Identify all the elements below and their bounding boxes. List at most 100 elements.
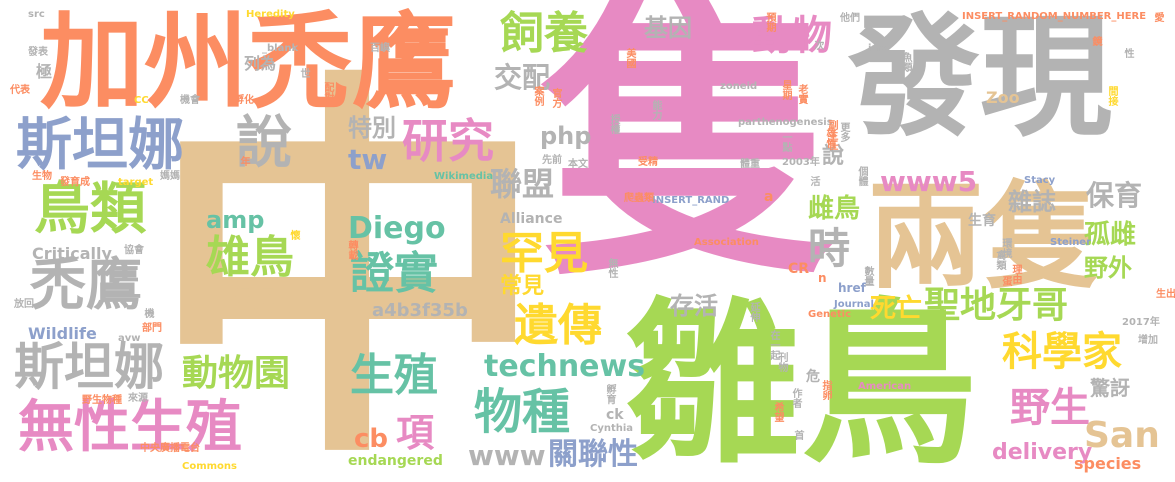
cloud-word: 野生物種: [82, 395, 122, 406]
cloud-word: 無性: [606, 258, 617, 278]
cloud-word: 生出: [1156, 289, 1175, 300]
cloud-word: 野生: [1010, 385, 1090, 431]
cloud-word: 遺傳: [514, 300, 602, 351]
cloud-word: www5: [880, 165, 978, 198]
cloud-word: 更多: [838, 122, 849, 142]
cloud-word: 雌鳥: [808, 194, 861, 224]
cloud-word: 雜誌: [1008, 188, 1056, 216]
cloud-word: technews: [484, 349, 646, 384]
cloud-word: 極: [36, 62, 53, 81]
cloud-word: 百嶼: [370, 43, 390, 54]
cloud-word: 能力: [650, 100, 661, 120]
cloud-word: 他們: [840, 13, 860, 24]
cloud-word: 機: [142, 308, 153, 318]
cloud-word: Stacy: [1024, 175, 1056, 186]
cloud-word: 說: [822, 144, 845, 169]
cloud-word: American: [858, 381, 912, 392]
cloud-word: target: [118, 177, 154, 188]
cloud-word: 環境: [1000, 238, 1011, 258]
cloud-word: 時: [808, 224, 851, 273]
cloud-word: 代表: [10, 85, 30, 96]
cloud-word: 增加: [1138, 335, 1158, 346]
cloud-word: 危: [806, 369, 820, 385]
cloud-word: 媽媽: [160, 171, 180, 182]
cloud-word: INSERT_RANDOM_NUMBER_HERE: [962, 11, 1147, 22]
cloud-word: 動物: [752, 13, 832, 59]
cloud-word: 死亡: [870, 294, 923, 324]
cloud-word: 聖地牙哥: [924, 285, 1069, 326]
cloud-word: CC: [134, 95, 149, 106]
cloud-word: 列為: [244, 54, 277, 73]
cloud-word: 雄鳥: [206, 232, 294, 283]
cloud-word: 在一起: [768, 330, 779, 360]
cloud-word: 聯盟: [490, 165, 555, 203]
cloud-word: 來源: [128, 393, 148, 404]
cloud-word: 孵化: [234, 95, 254, 106]
cloud-word: 隻: [540, 0, 840, 316]
cloud-word: 發表: [28, 47, 48, 58]
cloud-word: Alliance: [500, 211, 563, 227]
cloud-word: 魚類: [900, 52, 911, 72]
cloud-word: 說: [236, 111, 292, 176]
cloud-word: _blank: [262, 43, 299, 54]
cloud-word: 生殖: [350, 350, 438, 401]
cloud-word: 個體: [856, 166, 867, 186]
cloud-word: 孤雌: [1084, 220, 1137, 250]
cloud-word: Journal: [834, 299, 874, 310]
cloud-word: species: [1074, 454, 1142, 473]
cloud-word: 理由: [1010, 264, 1021, 284]
cloud-word: 指卵: [820, 380, 831, 400]
cloud-word: 科學家: [1002, 329, 1122, 375]
cloud-word: 放回: [14, 299, 34, 310]
cloud-word: 首: [792, 430, 803, 440]
cloud-word: Genetic: [808, 309, 852, 320]
cloud-word: 常見: [500, 274, 545, 299]
cloud-word: 雛鳥: [625, 283, 978, 482]
cloud-word: 研究: [402, 114, 494, 168]
cloud-word: 世: [298, 68, 309, 78]
cloud-word: 一點: [780, 132, 791, 152]
cloud-word: 年: [238, 156, 249, 166]
cloud-word: 轉載: [346, 240, 357, 260]
cloud-word: 雄性: [824, 128, 835, 148]
cloud-word: 禿鷹: [30, 253, 142, 318]
cloud-word: zoneid: [720, 81, 758, 92]
cloud-word: 副主任: [826, 120, 837, 150]
cloud-word: 發現: [848, 1, 1112, 155]
cloud-word: CR: [788, 261, 810, 277]
cloud-word: 飼養: [500, 8, 588, 59]
cloud-word: avw: [118, 333, 141, 344]
cloud-word: 交配: [494, 61, 551, 94]
cloud-word: 蛋: [1000, 276, 1011, 286]
cloud-word: Commons: [182, 461, 237, 472]
cloud-word: 數量: [862, 266, 873, 286]
cloud-word: 生育: [968, 213, 996, 229]
cloud-word: Heredity: [246, 9, 295, 20]
cloud-word: 部門: [142, 323, 162, 334]
cloud-word: 先前: [542, 155, 562, 166]
cloud-word: 爬蟲類: [624, 193, 654, 204]
cloud-word: 活: [808, 176, 819, 186]
cloud-word: Association: [694, 237, 759, 248]
cloud-word: a: [764, 189, 774, 205]
cloud-word: 案例: [532, 86, 543, 106]
cloud-word: cb: [354, 424, 389, 454]
cloud-word: img: [868, 43, 890, 54]
cloud-word: 授權: [608, 114, 619, 134]
cloud-word: 存活: [670, 292, 718, 320]
cloud-word: www: [468, 439, 546, 472]
cloud-word: 作者: [790, 388, 801, 408]
cloud-word: tw: [348, 143, 388, 176]
cloud-word: 生物: [32, 171, 52, 182]
cloud-word: Cynthia: [590, 423, 634, 434]
cloud-word: 美國: [624, 48, 635, 68]
cloud-word: ck: [606, 407, 624, 423]
cloud-word: 官方: [550, 88, 561, 108]
cloud-word: n: [818, 271, 827, 285]
cloud-word: 發育成: [60, 177, 90, 188]
cloud-word: 老實: [796, 84, 807, 104]
cloud-word: 鳥類: [34, 177, 146, 242]
cloud-word: 刊物: [776, 352, 787, 372]
cloud-word: src: [28, 9, 45, 20]
